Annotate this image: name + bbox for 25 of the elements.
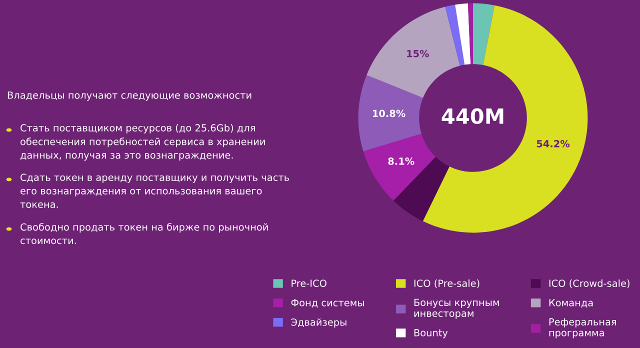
legend-label: Pre-ICO xyxy=(292,280,326,287)
donut-slice xyxy=(358,75,423,152)
text: Стать поставщиком ресурсов (до 25.6Gb) для обеспечения потребностей сервиса в хранении данных, получая за это вознаграждение. xyxy=(20,124,265,161)
text: Свободно продать токен на бирже по рыночной стоимости. xyxy=(20,223,268,244)
text: Сдать токен в аренду поставщику и получить часть его вознаграждения от использования вашего токена. xyxy=(20,174,290,208)
text: 440M xyxy=(442,108,504,124)
donut-slice xyxy=(366,6,460,98)
legend-label: Bounty xyxy=(414,329,448,338)
legend-label: Команда xyxy=(549,299,593,308)
legend-label: Бонусы крупным инвесторам xyxy=(414,298,499,319)
data-label: 10.8% xyxy=(373,110,406,118)
donut-slice xyxy=(363,134,436,201)
text: Владельцы получают следующие возможности xyxy=(8,92,252,101)
donut-slice xyxy=(468,3,473,64)
donut-slice xyxy=(473,3,494,66)
legend-label: ICO (Crowd-sale) xyxy=(549,279,630,288)
legend-label: Реферальная программа xyxy=(549,318,616,338)
legend-label: ICO (Pre-sale) xyxy=(414,279,480,288)
data-label: 54.2% xyxy=(536,140,570,148)
data-label: 8.1% xyxy=(388,158,414,165)
legend-label: Эдвайзеры xyxy=(291,318,346,328)
donut-slice xyxy=(455,3,471,65)
data-label: 15% xyxy=(407,50,429,58)
legend-label: Фонд системы xyxy=(291,299,364,308)
donut-slice xyxy=(445,4,465,66)
